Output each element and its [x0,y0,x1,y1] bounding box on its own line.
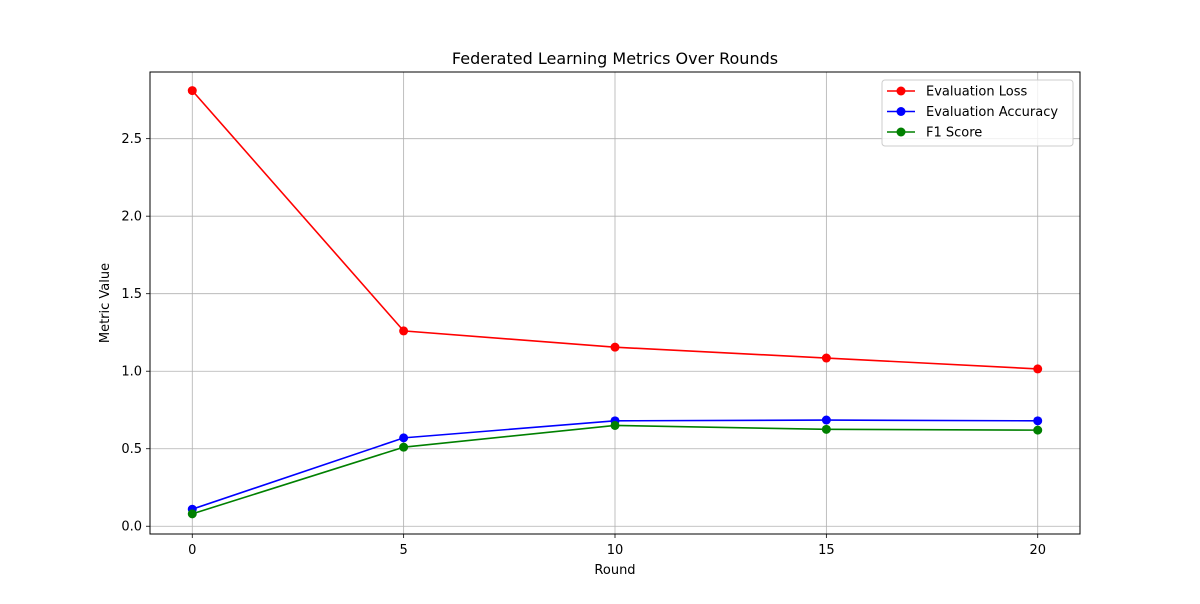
legend-label: Evaluation Accuracy [926,105,1058,120]
series-lines [187,86,1043,519]
legend-label: F1 Score [926,126,982,141]
legend-marker [896,127,906,137]
x-tick-label: 15 [818,543,835,558]
legend: Evaluation Loss Evaluation Accuracy F1 Sco… [881,79,1074,147]
data-point [821,424,831,434]
y-tick-label: 2.0 [121,210,142,225]
data-point [821,353,831,363]
data-point [399,433,409,443]
y-tick-label: 1.0 [121,365,142,380]
data-point [1033,416,1043,426]
x-tick-label: 5 [399,543,407,558]
y-tick-label: 2.5 [121,132,142,147]
data-point [821,415,831,425]
data-point [610,342,620,352]
legend-label: Evaluation Loss [926,85,1027,100]
y-tick-label: 0.5 [121,442,142,457]
y-tick-label: 1.5 [121,287,142,302]
y-axis-label: Metric Value [98,263,113,343]
chart-title: Federated Learning Metrics Over Rounds [452,49,778,68]
data-point [187,86,197,96]
x-tick-label: 20 [1029,543,1046,558]
legend-marker [896,107,906,116]
data-point [610,420,620,430]
data-point [399,442,409,452]
data-point [1033,425,1043,435]
y-tick-label: 0.0 [121,520,142,535]
legend-marker [896,86,906,96]
data-point [1033,364,1043,374]
x-tick-label: 10 [607,543,624,558]
axis-ticks: 0 5 10 15 20 0.0 0.5 1.0 1.5 2.0 2.5 [121,132,1046,558]
x-tick-label: 0 [188,543,196,558]
data-point [399,326,409,336]
data-point [187,509,197,519]
legend-box [881,79,1074,147]
grid-lines [150,72,1080,534]
x-axis-label: Round [594,563,635,578]
